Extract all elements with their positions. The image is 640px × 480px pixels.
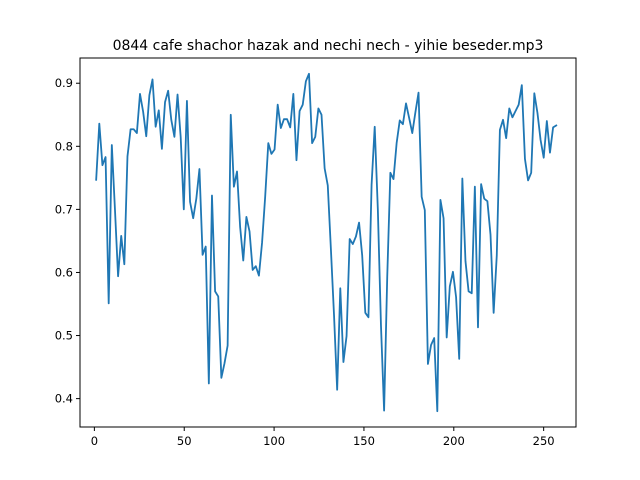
- x-tick-label: 150: [353, 434, 375, 448]
- series-line-0: [95, 72, 558, 413]
- chart-title: 0844 cafe shachor hazak and nechi nech -…: [113, 38, 544, 54]
- x-tick-label: 0: [91, 434, 98, 448]
- plot-area: [95, 72, 558, 413]
- y-tick-label: 0.9: [55, 76, 73, 90]
- x-tick-label: 100: [263, 434, 285, 448]
- y-tick-label: 0.4: [55, 392, 73, 406]
- y-tick-label: 0.5: [55, 329, 73, 343]
- axes: 0 50 100 150 200 250 0.4 0.5 0.6 0.7 0.8 0.9: [55, 57, 577, 448]
- y-tick-label: 0.7: [55, 202, 73, 216]
- axes-frame: [79, 57, 577, 428]
- y-tick-label: 0.8: [55, 139, 73, 153]
- x-tick-label: 50: [177, 434, 192, 448]
- x-tick-label: 200: [443, 434, 465, 448]
- x-tick-label: 250: [533, 434, 555, 448]
- y-tick-label: 0.6: [55, 265, 73, 279]
